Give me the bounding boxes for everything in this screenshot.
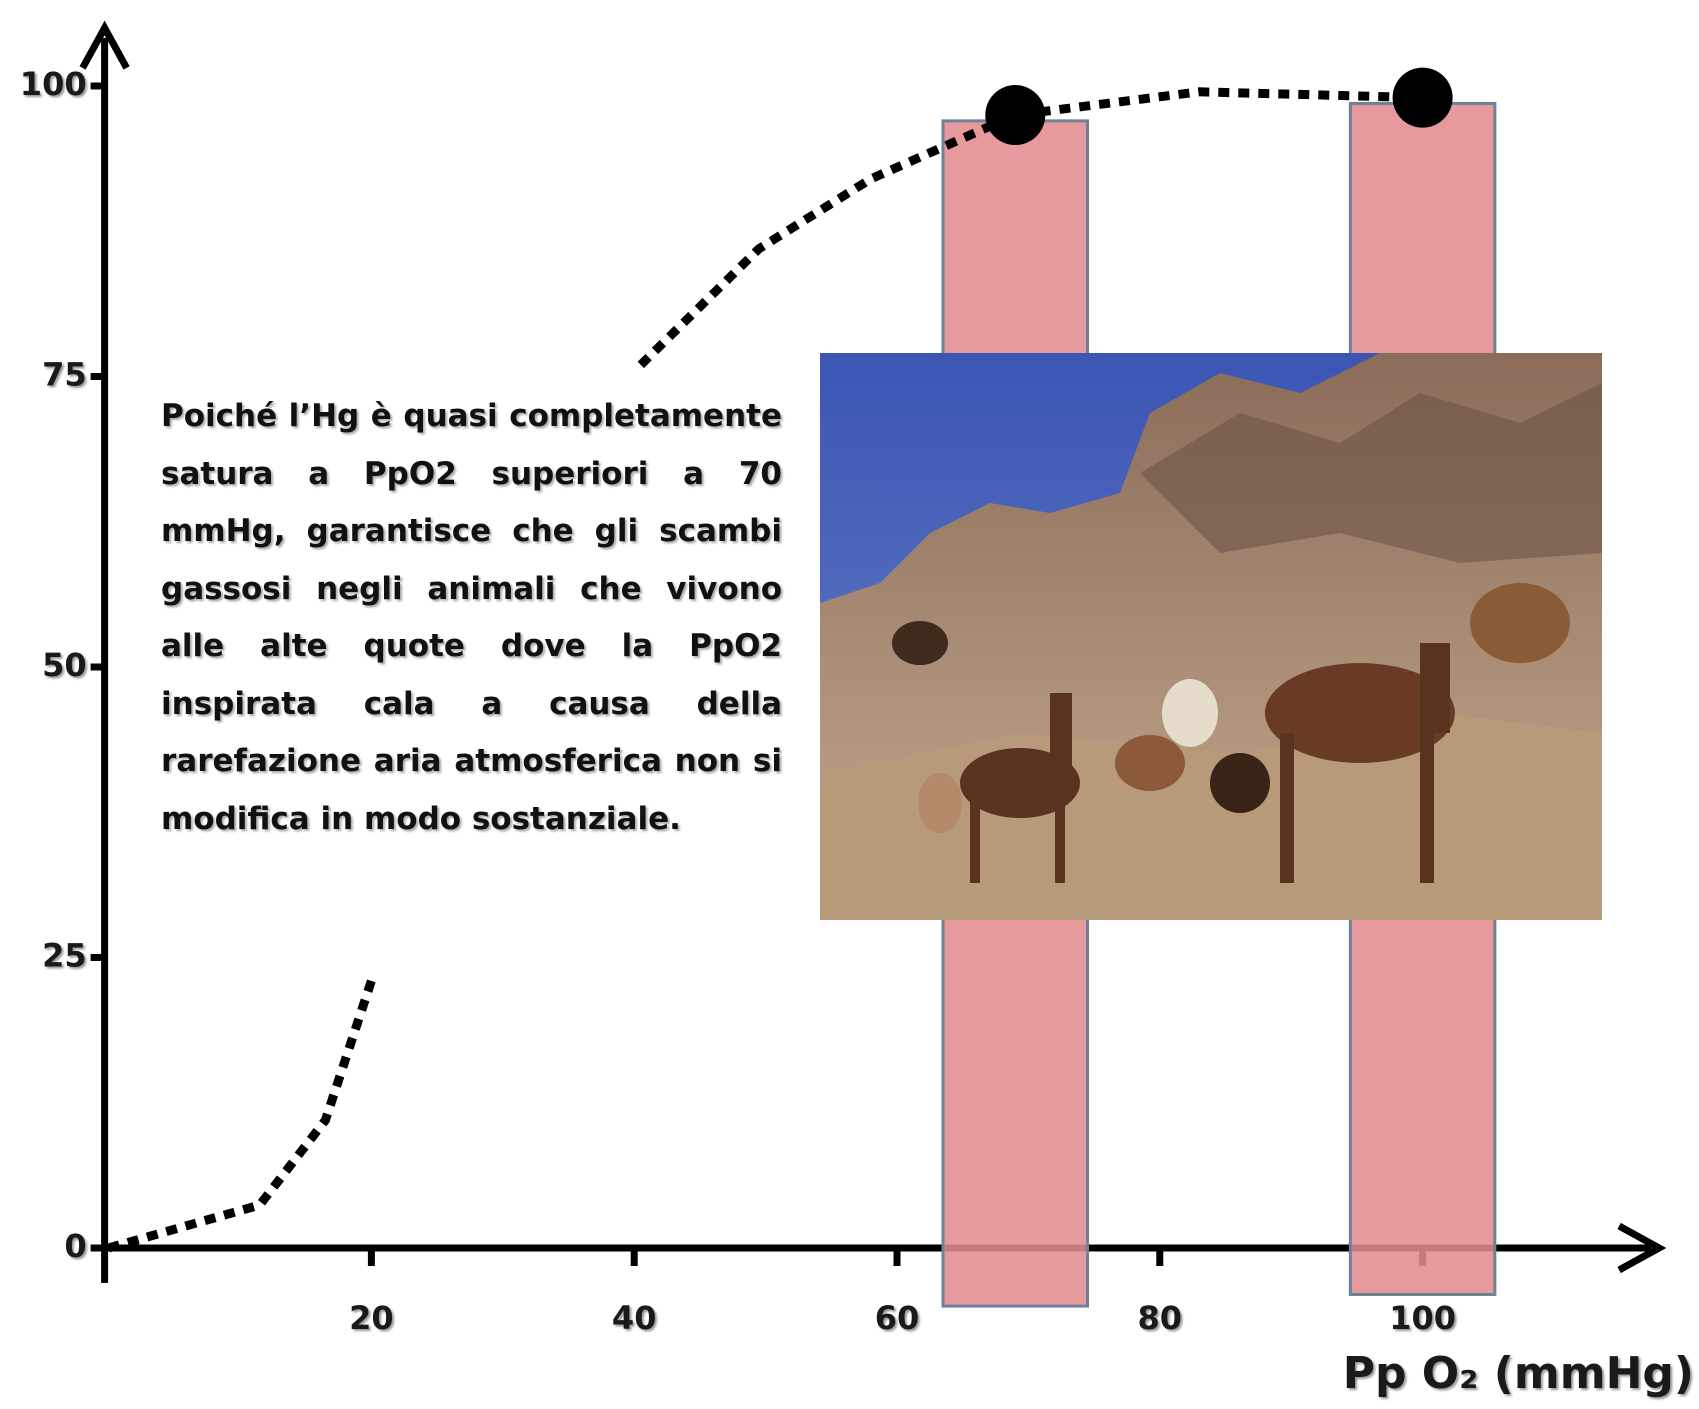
llama-photo: [820, 353, 1602, 920]
x-tick-label: 100: [1389, 1299, 1456, 1337]
y-tick-label: 75: [42, 356, 87, 394]
x-tick-label: 40: [612, 1299, 657, 1337]
curve: [107, 87, 1423, 1253]
x-tick-label: 60: [875, 1299, 920, 1337]
x-axis-label: Pp O₂ (mmHg): [1343, 1348, 1694, 1399]
y-tick-label: 50: [42, 646, 87, 684]
y-tick-label: 25: [42, 937, 87, 975]
x-axis-arrow: [1617, 1222, 1667, 1274]
x-tick-label: 80: [1138, 1299, 1183, 1337]
y-axis-arrow: [79, 20, 130, 70]
x-tick-label: 20: [349, 1299, 394, 1337]
y-tick-label: 0: [64, 1227, 86, 1265]
annotation: Poiché l’Hg è quasi completamente satura…: [161, 398, 782, 837]
y-tick-label: 100: [20, 65, 87, 103]
marker: [985, 85, 1046, 146]
marker: [1392, 67, 1453, 128]
